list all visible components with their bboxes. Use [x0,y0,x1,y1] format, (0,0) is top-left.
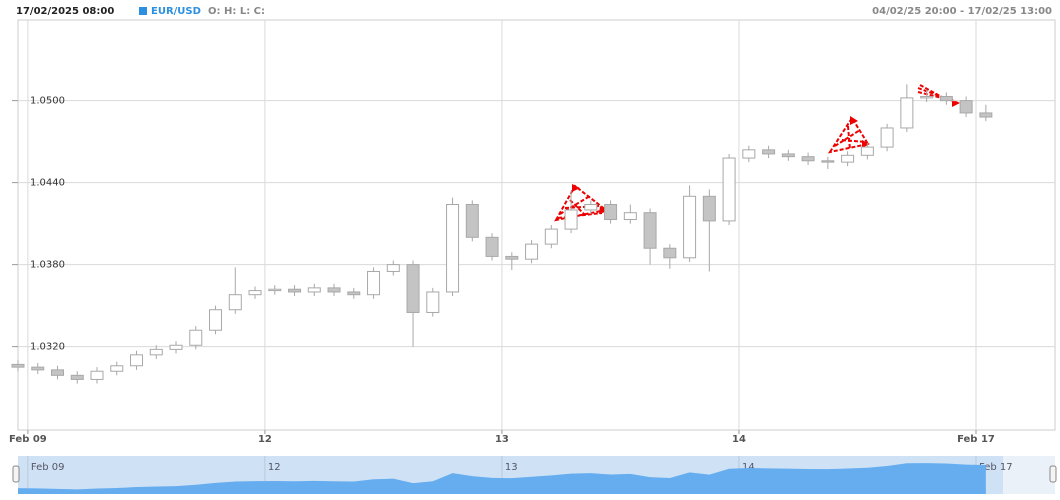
candle-body [781,153,795,158]
candle-body [801,156,815,162]
x-tick-label: 12 [258,434,272,445]
candle-body [742,149,756,159]
candle-body [70,374,84,380]
y-tick-label: 1.0380 [30,260,65,271]
candle-body [426,291,440,313]
candle-body [347,291,361,296]
date-range: 04/02/25 20:00 - 17/02/25 13:00 [872,6,1052,17]
candle-body [683,195,697,259]
navigator-label: 13 [505,462,518,473]
navigator-label: Feb 09 [31,462,65,473]
candle-body [485,236,499,257]
navigator-label: 12 [268,462,281,473]
candle-body [51,369,65,376]
candle-body [386,264,400,272]
candle-body [860,146,874,156]
candle-body [979,112,993,118]
candle-body [722,157,736,222]
candle-body [939,96,953,102]
y-tick-label: 1.0320 [30,342,65,353]
candle-body [959,100,973,114]
x-tick-label: Feb 09 [9,434,47,445]
candle-body [130,354,144,367]
candle-body [189,329,203,346]
candle-body [880,127,894,148]
candle-body [406,264,420,313]
candle-body [268,288,282,292]
candle-body [525,243,539,260]
x-tick-label: 14 [732,434,746,445]
candle-body [367,270,381,296]
candle-body [209,309,223,331]
candle-body [307,287,321,293]
plot-area [17,19,1056,431]
candle-body [604,204,618,221]
candle-body [31,366,45,371]
candle-body [90,370,104,380]
navigator-label: Feb 17 [979,462,1013,473]
candle-body [110,365,124,372]
symbol-swatch [139,7,147,15]
navigator-area [18,463,986,494]
candle-body [920,96,934,99]
candle-body [149,348,163,356]
navigator-handle[interactable] [1049,465,1057,483]
navigator-label: 14 [742,462,755,473]
candle-body [623,212,637,221]
candle-body [446,204,460,293]
datetime: 17/02/2025 08:00 [16,6,114,17]
candle-body [228,294,242,311]
navigator-track[interactable] [1003,456,1055,494]
candle-body [702,195,716,222]
candle-body [841,154,855,163]
candle-body [11,363,25,368]
y-tick-label: 1.0440 [30,178,65,189]
symbol: EUR/USD [151,6,201,17]
ohlc-label: O: H: L: C: [208,6,265,17]
candle-body [643,212,657,249]
candle-body [663,247,677,259]
candle-body [544,228,558,245]
candle-body [900,97,914,129]
candle-body [505,255,519,260]
navigator-handle[interactable] [12,465,20,483]
candle-body [564,209,578,230]
y-tick-label: 1.0500 [30,96,65,107]
candle-body [288,288,302,293]
candle-body [821,160,835,163]
candle-body [762,149,776,155]
candle-body [465,204,479,238]
candle-body [169,344,183,350]
candle-body [248,290,262,296]
candle-body [327,287,341,293]
x-tick-label: Feb 17 [957,434,995,445]
x-tick-label: 13 [495,434,509,445]
candle-body [584,204,598,211]
